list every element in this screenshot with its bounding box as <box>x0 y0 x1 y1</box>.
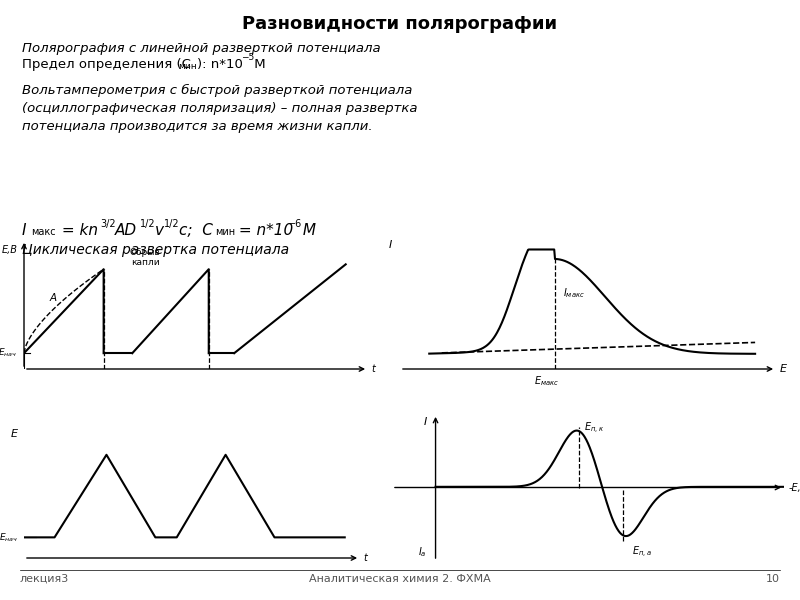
Text: 1/2: 1/2 <box>164 219 180 229</box>
Text: Разновидности полярографии: Разновидности полярографии <box>242 15 558 33</box>
Text: капли: капли <box>130 258 159 267</box>
Text: −5: −5 <box>241 53 254 62</box>
Text: E: E <box>780 364 787 374</box>
Text: $E_{нач}$: $E_{нач}$ <box>0 531 18 544</box>
Text: Аналитическая химия 2. ФХМА: Аналитическая химия 2. ФХМА <box>309 574 491 584</box>
Text: $E_{нач}$: $E_{нач}$ <box>0 347 18 359</box>
Text: I: I <box>423 416 427 427</box>
Text: $E_{п,а}$: $E_{п,а}$ <box>631 545 651 560</box>
Text: t: t <box>363 553 367 563</box>
Text: $I_{макс}$: $I_{макс}$ <box>563 286 585 300</box>
Text: М: М <box>298 223 316 238</box>
Text: A: A <box>49 293 56 303</box>
Text: Циклическая развертка потенциала: Циклическая развертка потенциала <box>22 243 289 257</box>
Text: t: t <box>371 364 375 374</box>
Text: I: I <box>388 240 392 250</box>
Text: c;  С: c; С <box>179 223 213 238</box>
Text: $E_{макс}$: $E_{макс}$ <box>534 374 559 388</box>
Text: мин: мин <box>178 62 197 71</box>
Text: I: I <box>22 223 26 238</box>
Text: лекция3: лекция3 <box>20 574 70 584</box>
Text: AD: AD <box>115 223 137 238</box>
Text: Вольтамперометрия с быстрой разверткой потенциала
(осциллографическая поляризаци: Вольтамперометрия с быстрой разверткой п… <box>22 84 418 133</box>
Text: 1/2: 1/2 <box>140 219 156 229</box>
Text: $E_{п,к}$: $E_{п,к}$ <box>584 421 604 436</box>
Text: = kn: = kn <box>57 223 98 238</box>
Text: 3/2: 3/2 <box>100 219 116 229</box>
Text: E,В: E,В <box>2 245 18 255</box>
Text: 10: 10 <box>766 574 780 584</box>
Text: макс: макс <box>31 227 56 237</box>
Text: $I_а$: $I_а$ <box>418 545 427 559</box>
Text: E: E <box>11 429 18 439</box>
Text: Обрыв: Обрыв <box>130 248 161 257</box>
Text: Предел определения (С: Предел определения (С <box>22 58 191 71</box>
Text: мин: мин <box>215 227 235 237</box>
Text: v: v <box>155 223 164 238</box>
Text: М: М <box>250 58 266 71</box>
Text: −6: −6 <box>288 219 302 229</box>
Text: -E,В: -E,В <box>788 482 800 493</box>
Text: Полярография с линейной разверткой потенциала: Полярография с линейной разверткой потен… <box>22 42 381 55</box>
Text: ): n*10: ): n*10 <box>197 58 243 71</box>
Text: = n*10: = n*10 <box>234 223 294 238</box>
